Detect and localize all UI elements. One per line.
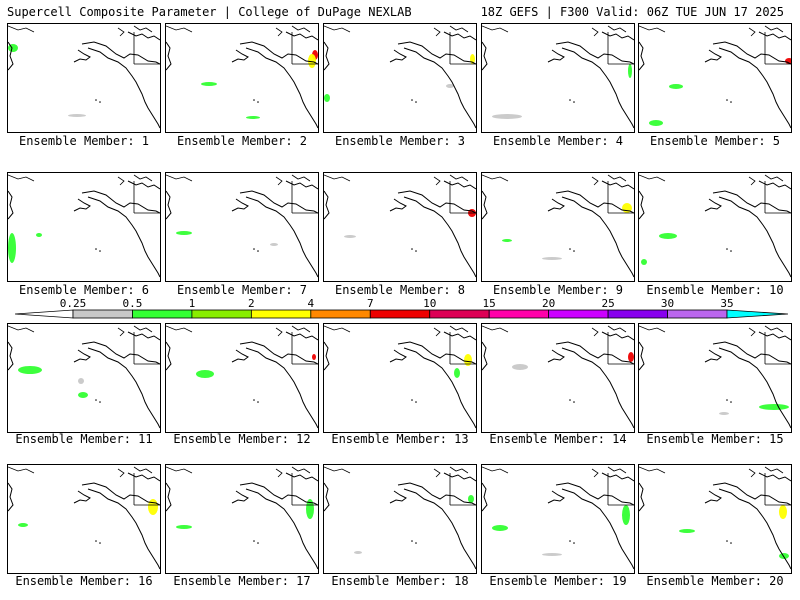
colorbar-segment (191, 309, 252, 319)
ensemble-map-panel (481, 172, 635, 282)
colorbar-tick-label: 10 (423, 297, 437, 310)
colorbar-tick-label: 7 (366, 297, 374, 310)
colorbar-segment (429, 309, 490, 319)
ensemble-member-caption: Ensemble Member: 8 (334, 283, 466, 297)
map-graphic (166, 466, 318, 570)
colorbar-tick-label: 25 (601, 297, 615, 310)
colorbar-tick-label: 30 (660, 297, 675, 310)
map-graphic (8, 25, 160, 129)
ensemble-map-panel (481, 464, 635, 574)
map-graphic (8, 325, 160, 429)
colorbar-segment (72, 309, 133, 319)
colorbar-tick-label: 4 (307, 297, 315, 310)
ensemble-map-panel (481, 23, 635, 133)
ensemble-member-caption: Ensemble Member: 7 (176, 283, 308, 297)
colorbar-tick-label: 15 (482, 297, 496, 310)
ensemble-member-caption: Ensemble Member: 18 (331, 574, 469, 588)
ensemble-map-panel (638, 23, 792, 133)
colorbar-segment (15, 309, 74, 319)
map-title: Supercell Composite Parameter | College … (7, 5, 412, 19)
color-scale-bar (15, 309, 788, 319)
colorbar-segment (607, 309, 668, 319)
ensemble-member-caption: Ensemble Member: 17 (173, 574, 311, 588)
colorbar-tick-label: 0.5 (122, 297, 143, 310)
ensemble-member-caption: Ensemble Member: 2 (176, 134, 308, 148)
map-graphic (324, 25, 476, 129)
map-graphic (8, 174, 160, 278)
ensemble-member-caption: Ensemble Member: 12 (173, 432, 311, 446)
ensemble-member-caption: Ensemble Member: 5 (649, 134, 781, 148)
colorbar-segment (548, 309, 609, 319)
colorbar-tick-label: 0.25 (59, 297, 87, 310)
colorbar-segment (132, 309, 193, 319)
colorbar-segment (369, 309, 431, 319)
colorbar-tick-label: 35 (720, 297, 734, 310)
ensemble-member-caption: Ensemble Member: 13 (331, 432, 469, 446)
colorbar-segment (488, 309, 550, 319)
ensemble-member-caption: Ensemble Member: 6 (18, 283, 150, 297)
map-graphic (639, 174, 791, 278)
map-graphic (482, 466, 634, 570)
ensemble-map-panel (165, 172, 319, 282)
ensemble-member-caption: Ensemble Member: 9 (492, 283, 624, 297)
map-graphic (482, 325, 634, 429)
ensemble-member-caption: Ensemble Member: 15 (646, 432, 784, 446)
ensemble-map-panel (7, 172, 161, 282)
map-graphic (482, 174, 634, 278)
ensemble-map-panel (165, 323, 319, 433)
map-graphic (639, 25, 791, 129)
ensemble-map-panel (165, 23, 319, 133)
ensemble-map-panel (323, 172, 477, 282)
colorbar-tick-label: 1 (188, 297, 196, 310)
ensemble-map-panel (7, 323, 161, 433)
ensemble-map-panel (638, 464, 792, 574)
colorbar-segment (726, 309, 788, 319)
colorbar-tick-label: 20 (542, 297, 556, 310)
valid-time-label: 18Z GEFS | F300 Valid: 06Z TUE JUN 17 20… (480, 5, 784, 19)
colorbar-segment (667, 309, 728, 319)
colorbar-tick-label: 2 (248, 297, 255, 310)
map-graphic (324, 325, 476, 429)
ensemble-member-caption: Ensemble Member: 20 (646, 574, 784, 588)
map-graphic (639, 325, 791, 429)
map-graphic (8, 466, 160, 570)
map-graphic (324, 174, 476, 278)
ensemble-map-panel (7, 464, 161, 574)
ensemble-map-panel (323, 23, 477, 133)
map-graphic (324, 466, 476, 570)
ensemble-map-panel (323, 464, 477, 574)
ensemble-member-caption: Ensemble Member: 4 (492, 134, 624, 148)
ensemble-member-caption: Ensemble Member: 10 (646, 283, 784, 297)
ensemble-member-caption: Ensemble Member: 1 (18, 134, 150, 148)
ensemble-member-caption: Ensemble Member: 14 (489, 432, 627, 446)
ensemble-map-panel (638, 323, 792, 433)
ensemble-member-caption: Ensemble Member: 19 (489, 574, 627, 588)
map-graphic (482, 25, 634, 129)
ensemble-member-caption: Ensemble Member: 3 (334, 134, 466, 148)
colorbar-segment (250, 309, 312, 319)
ensemble-member-caption: Ensemble Member: 16 (15, 574, 153, 588)
map-graphic (166, 174, 318, 278)
ensemble-map-panel (165, 464, 319, 574)
ensemble-map-panel (7, 23, 161, 133)
map-graphic (166, 25, 318, 129)
ensemble-map-panel (323, 323, 477, 433)
map-graphic (639, 466, 791, 570)
colorbar-segment (310, 309, 371, 319)
ensemble-map-panel (638, 172, 792, 282)
map-graphic (166, 325, 318, 429)
ensemble-map-panel (481, 323, 635, 433)
ensemble-member-caption: Ensemble Member: 11 (15, 432, 153, 446)
